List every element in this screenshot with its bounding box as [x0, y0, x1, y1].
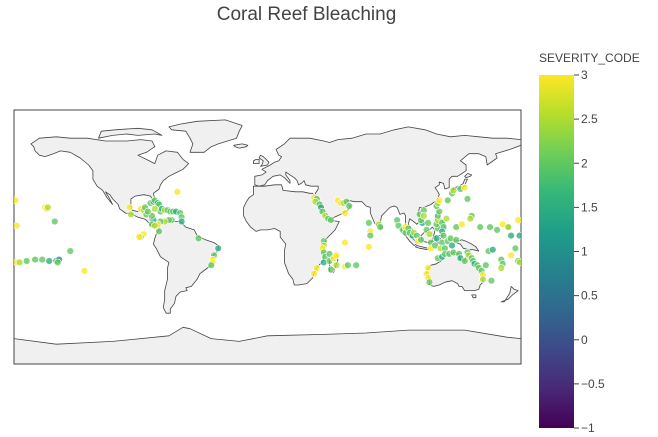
bleaching-point[interactable]	[463, 195, 472, 203]
bleaching-point[interactable]	[515, 258, 523, 267]
bleaching-point[interactable]	[13, 222, 21, 230]
bleaching-point[interactable]	[376, 223, 384, 231]
bleaching-point[interactable]	[177, 217, 186, 226]
bleaching-point[interactable]	[417, 236, 425, 244]
bleaching-point[interactable]	[12, 196, 20, 204]
bleaching-point[interactable]	[442, 215, 451, 223]
bleaching-point[interactable]	[452, 236, 460, 244]
bleaching-point[interactable]	[515, 231, 523, 240]
bleaching-point[interactable]	[144, 207, 152, 216]
bleaching-point[interactable]	[155, 227, 163, 236]
bleaching-point[interactable]	[135, 233, 144, 241]
land-polygon	[252, 158, 260, 165]
bleaching-point[interactable]	[310, 270, 318, 278]
bleaching-point[interactable]	[51, 217, 59, 226]
bleaching-point[interactable]	[444, 196, 452, 205]
bleaching-point[interactable]	[365, 219, 373, 227]
bleaching-point[interactable]	[487, 277, 496, 285]
bleaching-point[interactable]	[366, 231, 374, 240]
bleaching-point[interactable]	[53, 258, 62, 267]
land-polygon	[98, 127, 163, 139]
bleaching-point[interactable]	[458, 220, 466, 229]
land-polygon	[464, 173, 473, 179]
bleaching-point[interactable]	[207, 261, 215, 269]
colorbar-tick-label: 0	[581, 333, 588, 347]
bleaching-point[interactable]	[194, 234, 203, 243]
colorbar: SEVERITY_CODE 3 2.5 2 1.5 1 0.5 0 −0.5 −1	[539, 51, 640, 435]
bleaching-point[interactable]	[420, 212, 428, 220]
bleaching-point[interactable]	[23, 257, 31, 265]
colorbar-tick-label: 2	[581, 156, 588, 170]
bleaching-point[interactable]	[511, 244, 520, 253]
chart-title: Coral Reef Bleaching	[216, 4, 397, 25]
bleaching-point[interactable]	[31, 255, 39, 264]
colorbar-tick-label: −1	[581, 421, 595, 435]
bleaching-point[interactable]	[439, 231, 448, 240]
bleaching-point[interactable]	[479, 275, 487, 283]
bleaching-point[interactable]	[365, 243, 373, 251]
bleaching-point[interactable]	[476, 223, 484, 231]
colorbar-tick-label: 3	[581, 68, 588, 82]
bleaching-point[interactable]	[497, 264, 505, 272]
land-polygon	[471, 294, 477, 299]
land-polygon	[233, 143, 249, 149]
bleaching-point[interactable]	[327, 265, 335, 274]
bleaching-point[interactable]	[425, 278, 434, 286]
land-polygon	[243, 184, 340, 286]
bleaching-point[interactable]	[461, 257, 469, 265]
colorbar-tick-label: 1	[581, 245, 588, 259]
bleaching-point[interactable]	[507, 251, 515, 260]
bleaching-point[interactable]	[466, 215, 474, 223]
bleaching-point[interactable]	[125, 203, 134, 212]
bleaching-point[interactable]	[15, 258, 24, 267]
land-polygon	[500, 285, 519, 303]
bleaching-point[interactable]	[45, 257, 53, 265]
colorbar-gradient	[539, 75, 574, 428]
bleaching-point[interactable]	[344, 261, 352, 269]
landmass	[14, 119, 521, 364]
bleaching-point[interactable]	[425, 230, 434, 238]
bleaching-point[interactable]	[461, 183, 469, 192]
bleaching-point[interactable]	[327, 216, 335, 224]
bleaching-point[interactable]	[435, 196, 443, 205]
bleaching-point[interactable]	[80, 267, 89, 275]
land-polygon	[168, 119, 243, 153]
colorbar-title: SEVERITY_CODE	[539, 51, 640, 65]
colorbar-tick-label: 1.5	[581, 200, 598, 214]
bleaching-point[interactable]	[341, 209, 349, 217]
bleaching-point[interactable]	[432, 234, 441, 243]
bleaching-point[interactable]	[332, 261, 341, 269]
bleaching-point[interactable]	[66, 247, 75, 255]
bleaching-point[interactable]	[482, 261, 490, 269]
bleaching-point[interactable]	[448, 241, 456, 250]
land-polygon	[14, 326, 521, 364]
colorbar-tick-label: 0.5	[581, 289, 598, 303]
bleaching-point[interactable]	[332, 251, 341, 260]
bleaching-point[interactable]	[151, 205, 159, 213]
bleaching-point[interactable]	[44, 203, 52, 212]
bleaching-point[interactable]	[214, 244, 222, 253]
colorbar-tick-label: 2.5	[581, 112, 598, 126]
bleaching-point[interactable]	[507, 231, 515, 240]
bleaching-point[interactable]	[341, 238, 349, 247]
bleaching-point[interactable]	[504, 223, 512, 231]
bleaching-point[interactable]	[514, 216, 522, 224]
bleaching-point[interactable]	[486, 223, 494, 231]
bleaching-point[interactable]	[38, 255, 46, 264]
bleaching-point[interactable]	[489, 246, 497, 254]
colorbar-tick-label: −0.5	[581, 377, 605, 391]
bleaching-point[interactable]	[352, 261, 360, 269]
bleaching-point[interactable]	[493, 226, 501, 234]
bleaching-point[interactable]	[127, 210, 135, 219]
land-polygon	[258, 154, 270, 167]
bleaching-point[interactable]	[151, 222, 159, 230]
bleaching-point[interactable]	[173, 188, 182, 196]
bleaching-point[interactable]	[345, 202, 353, 210]
bleaching-point[interactable]	[424, 219, 432, 227]
bleaching-points[interactable]	[12, 183, 523, 286]
bleaching-point[interactable]	[449, 186, 458, 195]
